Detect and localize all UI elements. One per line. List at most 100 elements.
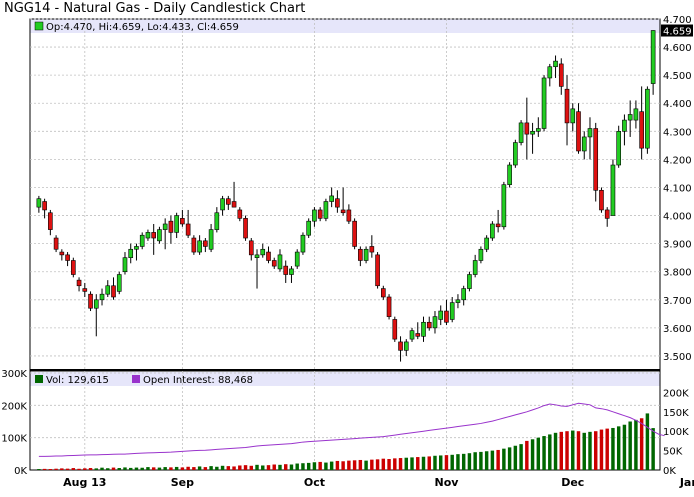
volume-bar bbox=[416, 457, 420, 470]
candle-body bbox=[59, 251, 65, 256]
volume-bar bbox=[616, 426, 621, 470]
candle-body bbox=[449, 302, 455, 320]
volume-bar bbox=[651, 428, 655, 470]
volume-legend-band bbox=[30, 372, 660, 386]
volume-bar bbox=[467, 453, 472, 470]
volume-bar bbox=[352, 460, 357, 470]
volume-bar bbox=[553, 432, 558, 470]
volume-bar bbox=[519, 444, 523, 470]
candle-body bbox=[478, 248, 484, 261]
candle-body bbox=[363, 248, 369, 261]
candle-body bbox=[139, 234, 145, 247]
volume-bar bbox=[427, 456, 431, 470]
candle-body bbox=[369, 246, 375, 253]
last-price-label: 4.659 bbox=[663, 27, 692, 38]
volume-bar bbox=[484, 451, 489, 470]
volume-tick-label: 200K bbox=[1, 401, 27, 412]
candle-body bbox=[71, 260, 76, 275]
candle-body bbox=[524, 122, 530, 135]
volume-bar bbox=[249, 465, 253, 470]
volume-bar bbox=[54, 468, 58, 470]
volume-bar bbox=[479, 451, 483, 470]
candle-body bbox=[622, 119, 627, 132]
candle-body bbox=[455, 299, 461, 303]
volume-bar bbox=[220, 465, 225, 470]
volume-bar bbox=[594, 431, 598, 470]
volume-bar bbox=[433, 455, 437, 470]
volume-bar bbox=[341, 461, 345, 470]
candle-body bbox=[214, 212, 220, 230]
candle-body bbox=[444, 310, 449, 323]
candle-body bbox=[346, 209, 352, 222]
price-tick-label: 3.500 bbox=[663, 352, 692, 363]
candle-body bbox=[501, 184, 507, 228]
chart-title: NGG14 - Natural Gas - Daily Candlestick … bbox=[4, 1, 306, 16]
candle-body bbox=[358, 248, 363, 261]
candle-body bbox=[507, 164, 512, 185]
price-tick-label: 4.200 bbox=[663, 155, 692, 166]
oi-legend-swatch bbox=[132, 375, 140, 383]
candle-body bbox=[403, 341, 409, 351]
candle-body bbox=[231, 201, 237, 208]
volume-bar bbox=[88, 468, 93, 470]
candle-body bbox=[392, 319, 398, 340]
candle-body bbox=[593, 128, 599, 191]
candle-body bbox=[289, 268, 294, 275]
volume-bar bbox=[525, 440, 529, 470]
volume-bar bbox=[611, 427, 615, 470]
candle-body bbox=[237, 209, 243, 219]
volume-bar bbox=[628, 421, 632, 470]
oi-tick-label: 150K bbox=[663, 408, 689, 419]
volume-bar bbox=[461, 453, 466, 470]
candle-body bbox=[317, 209, 323, 219]
x-tick-label: Nov bbox=[434, 476, 459, 489]
candle-body bbox=[174, 215, 179, 233]
candle-body bbox=[530, 131, 535, 135]
candle-body bbox=[541, 77, 547, 129]
candle-body bbox=[633, 108, 639, 121]
candle-body bbox=[375, 254, 380, 287]
candle-body bbox=[277, 254, 283, 270]
candle-body bbox=[513, 142, 518, 166]
candle-body bbox=[254, 254, 260, 258]
volume-bar bbox=[450, 454, 454, 470]
price-tick-label: 4.700 bbox=[663, 15, 692, 26]
price-tick-label: 3.800 bbox=[663, 268, 692, 279]
volume-bar bbox=[117, 467, 121, 470]
candle-body bbox=[438, 310, 444, 320]
volume-bar bbox=[238, 465, 242, 470]
volume-bar bbox=[375, 459, 380, 470]
volume-bar bbox=[387, 459, 391, 470]
volume-bar bbox=[588, 431, 592, 470]
x-tick-label: Oct bbox=[304, 476, 325, 489]
volume-bar bbox=[255, 464, 259, 470]
volume-bar bbox=[163, 467, 167, 470]
volume-bar bbox=[243, 465, 248, 470]
candle-body bbox=[260, 248, 266, 256]
oi-tick-label: 200K bbox=[663, 388, 689, 399]
volume-bar bbox=[358, 459, 363, 470]
candle-body bbox=[627, 114, 633, 121]
candle-body bbox=[111, 285, 116, 298]
volume-legend-text: Vol: 129,615 bbox=[46, 375, 109, 386]
price-tick-label: 4.500 bbox=[663, 71, 692, 82]
candle-body bbox=[432, 316, 438, 329]
volume-bar bbox=[301, 463, 305, 470]
oi-tick-label: 0K bbox=[663, 466, 676, 477]
volume-bar bbox=[42, 468, 47, 470]
volume-bar bbox=[266, 465, 271, 470]
candle-body bbox=[220, 198, 225, 211]
x-tick-label: Sep bbox=[171, 476, 194, 489]
candle-body bbox=[599, 189, 604, 211]
volume-bar bbox=[364, 460, 368, 470]
volume-bar bbox=[306, 462, 311, 470]
candle-body bbox=[53, 237, 59, 250]
volume-bar bbox=[123, 467, 127, 470]
volume-bar bbox=[582, 432, 586, 470]
candle-body bbox=[570, 108, 576, 124]
candle-body bbox=[484, 237, 489, 250]
volume-bar bbox=[209, 466, 213, 470]
price-legend-swatch bbox=[34, 21, 44, 31]
volume-bar bbox=[192, 467, 196, 470]
